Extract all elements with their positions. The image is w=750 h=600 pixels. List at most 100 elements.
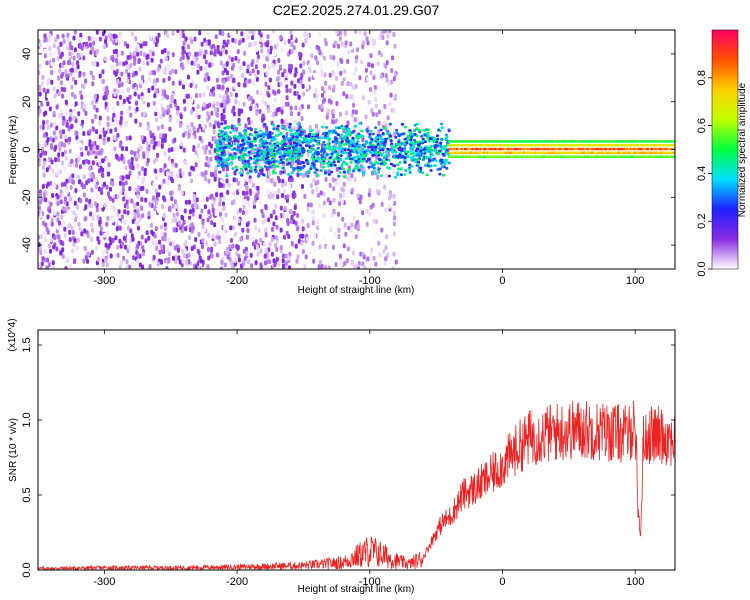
spectrogram-cell bbox=[254, 165, 258, 169]
spectrogram-cell bbox=[289, 105, 293, 111]
spectrogram-cell bbox=[379, 128, 383, 132]
spectrogram-cell bbox=[185, 253, 189, 259]
spectrogram-cell bbox=[304, 144, 309, 147]
spectrogram-cell bbox=[136, 51, 140, 57]
spectrogram-cell bbox=[125, 264, 129, 269]
spectrogram-cell bbox=[161, 49, 164, 55]
spectrogram-cell bbox=[425, 173, 429, 177]
spectrogram-cell bbox=[439, 141, 443, 145]
spectrogram-cell bbox=[118, 31, 122, 37]
spectrogram-cell bbox=[190, 98, 194, 104]
spectrogram-cell bbox=[416, 157, 420, 161]
spectrogram-cell bbox=[43, 53, 47, 59]
spectrogram-cell bbox=[213, 170, 217, 175]
spectrogram-cell bbox=[56, 211, 60, 217]
spectrogram-cell bbox=[218, 147, 222, 150]
spectrogram-cell bbox=[190, 39, 194, 45]
spectrogram-cell bbox=[413, 133, 417, 136]
spectrogram-cell bbox=[288, 63, 291, 69]
spectrogram-cell bbox=[353, 124, 358, 128]
spectrogram-cell bbox=[61, 120, 65, 126]
spectrogram-cell bbox=[65, 189, 69, 195]
spectrogram-cell bbox=[198, 214, 202, 220]
spectrogram-cell bbox=[213, 176, 217, 182]
spectrogram-cell bbox=[68, 51, 72, 57]
spectrogram-cell bbox=[45, 119, 49, 125]
spectrogram-cell bbox=[93, 93, 97, 99]
spectrogram-cell bbox=[216, 149, 220, 153]
spectrogram-cell bbox=[333, 232, 337, 237]
spectrogram-cell bbox=[279, 81, 283, 87]
spectrogram-cell bbox=[346, 171, 350, 174]
spectrogram-cell bbox=[63, 206, 67, 212]
spectrogram-cell bbox=[302, 60, 306, 66]
spectrogram-cell bbox=[186, 55, 190, 60]
spectrogram-cell bbox=[277, 261, 280, 267]
spectrogram-cell bbox=[218, 239, 222, 245]
spectrogram-cell bbox=[274, 215, 278, 221]
spectrogram-cell bbox=[61, 220, 65, 226]
spectrogram-cell bbox=[284, 253, 288, 259]
spectrogram-cell bbox=[286, 122, 290, 128]
spectrogram-cell bbox=[38, 157, 41, 163]
spectrogram-cell bbox=[332, 197, 336, 203]
spectrogram-cell bbox=[50, 79, 54, 85]
spectrogram-cell bbox=[435, 137, 440, 141]
spectrogram-cell bbox=[306, 152, 310, 158]
spectrogram-cell bbox=[445, 141, 449, 145]
spectrogram-cell bbox=[237, 58, 241, 64]
spectrogram-cell bbox=[372, 218, 376, 224]
spectrogram-cell bbox=[59, 41, 63, 47]
spectrogram-cell bbox=[171, 218, 175, 224]
spectrogram-cell bbox=[232, 199, 236, 205]
spectrogram-cell bbox=[146, 60, 150, 66]
spectrogram-cell bbox=[113, 53, 117, 59]
spectrogram-cell bbox=[84, 78, 88, 84]
spectrogram-cell bbox=[302, 149, 306, 152]
spectrogram-cell bbox=[51, 168, 55, 174]
spectrogram-cell bbox=[378, 158, 382, 162]
spectrogram-cell bbox=[246, 160, 250, 163]
spectrogram-cell bbox=[63, 233, 67, 239]
spectrogram-cell bbox=[352, 140, 356, 143]
spectrogram-cell bbox=[374, 172, 378, 176]
spectrogram-cell bbox=[384, 207, 388, 213]
spectrogram-cell bbox=[151, 46, 155, 51]
spectrogram-cell bbox=[155, 175, 158, 180]
spectrogram-cell bbox=[241, 37, 245, 43]
spectrogram-cell bbox=[233, 152, 237, 155]
spectrogram-cell bbox=[322, 191, 326, 197]
spectrogram-cell bbox=[447, 129, 451, 133]
spectrogram-cell bbox=[264, 215, 268, 221]
spectrogram-cell bbox=[309, 230, 313, 236]
spectrogram-cell bbox=[267, 64, 271, 70]
spectrogram-cell bbox=[318, 160, 323, 164]
spectrogram-cell bbox=[258, 30, 262, 36]
spectrogram-cell bbox=[81, 203, 85, 209]
spectrogram-cell bbox=[240, 73, 244, 79]
spectrogram-cell bbox=[358, 30, 362, 36]
spectrogram-cell bbox=[275, 235, 278, 241]
spectrogram-cell bbox=[218, 201, 222, 207]
spectrogram-cell bbox=[246, 64, 250, 70]
spectrogram-cell bbox=[148, 70, 152, 76]
spectrogram-cell bbox=[128, 170, 132, 176]
spectrogram-cell bbox=[322, 140, 326, 144]
spectrogram-cell bbox=[161, 106, 165, 112]
spectrogram-cell bbox=[368, 211, 372, 217]
spectrogram-cell bbox=[437, 128, 441, 132]
spectrogram-cell bbox=[307, 169, 311, 173]
spectrogram-cell bbox=[343, 135, 347, 138]
spectrogram-cell bbox=[72, 210, 76, 216]
spectrogram-cell bbox=[193, 61, 197, 67]
spectrogram-cell bbox=[275, 224, 279, 230]
spectrogram-cell bbox=[416, 160, 420, 164]
spectrogram-cell bbox=[188, 171, 192, 177]
spectrogram-cell bbox=[269, 135, 273, 139]
spectrogram-cell bbox=[443, 162, 447, 166]
spectrogram-cell bbox=[444, 138, 448, 142]
spectrogram-cell bbox=[132, 211, 136, 217]
spectrogram-cell bbox=[396, 173, 400, 177]
spectrogram-cell bbox=[324, 177, 328, 182]
spectrogram-cell bbox=[277, 106, 281, 112]
